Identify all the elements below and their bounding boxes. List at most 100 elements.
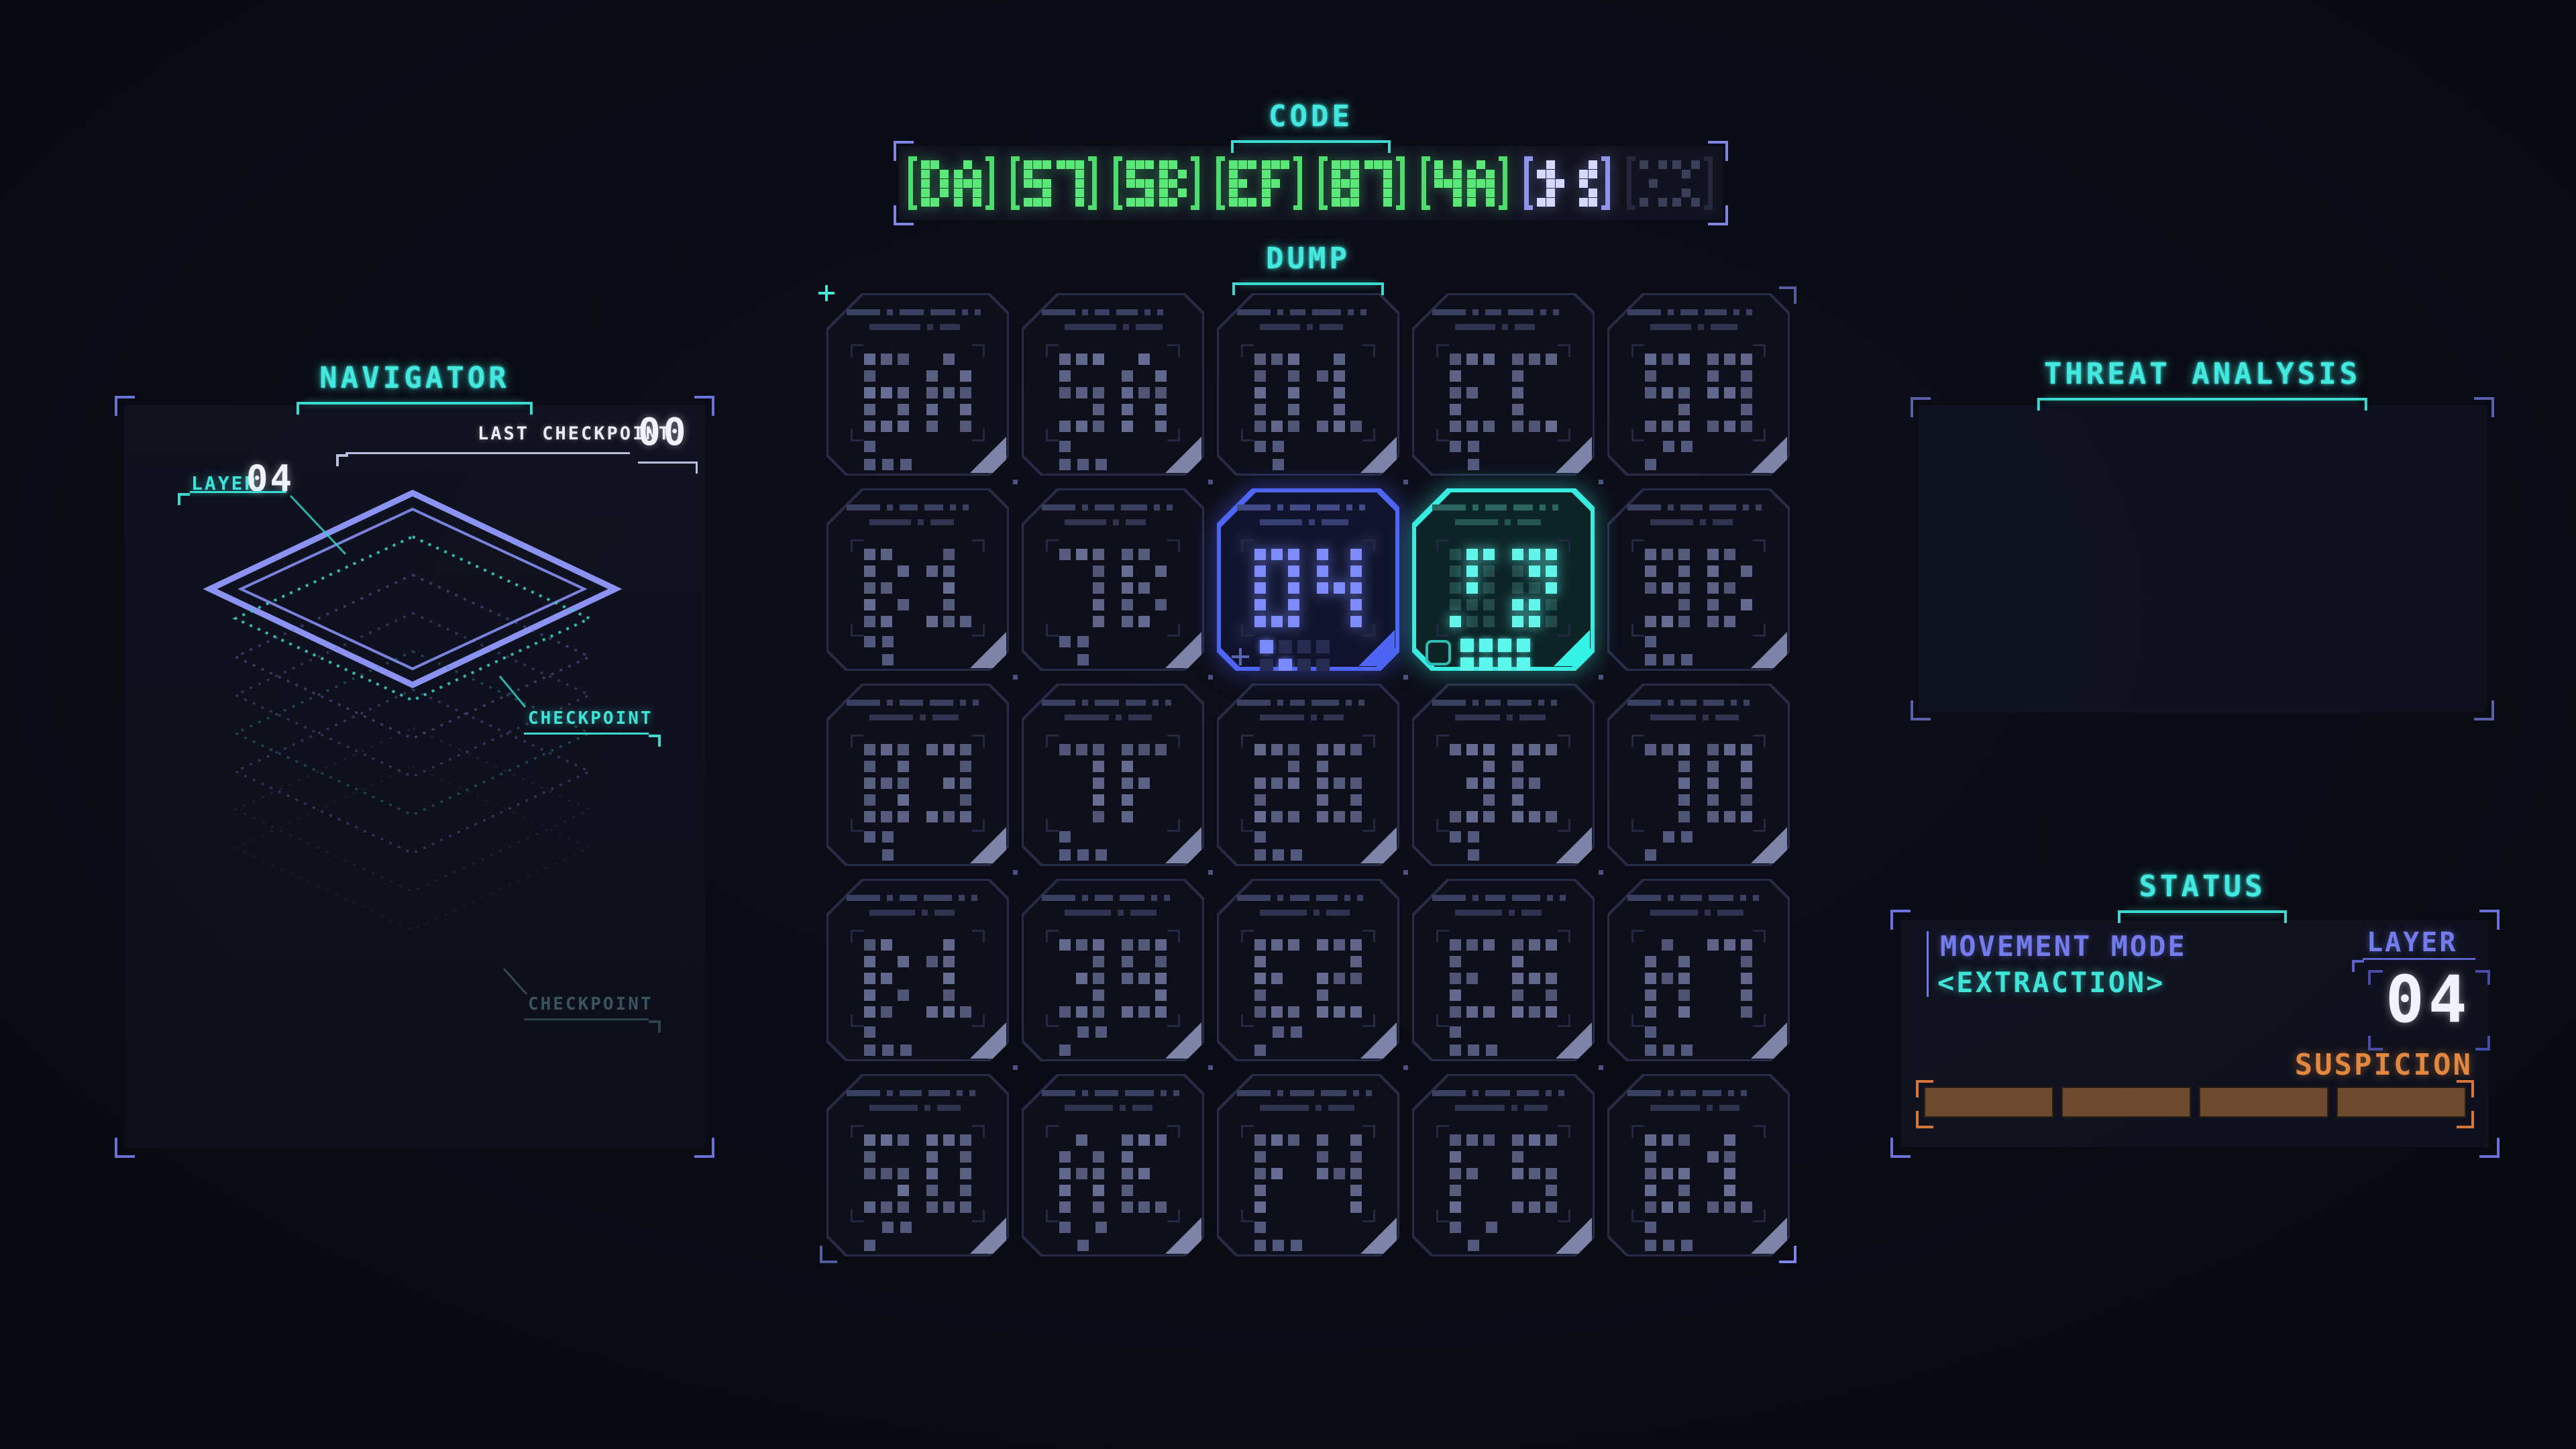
dump-cell-r2c4[interactable] [1607, 684, 1790, 866]
glyph-char-left [1059, 1134, 1104, 1213]
value-corner-br [972, 624, 985, 637]
dump-cell-r1c0[interactable] [826, 488, 1009, 671]
cell-header-deco-2 [1650, 519, 1733, 525]
cell-header-deco-1 [847, 309, 981, 315]
cell-header-deco-1 [847, 895, 977, 901]
status-layer-label: LAYER [2367, 927, 2458, 958]
dump-cell-r3c0[interactable] [826, 879, 1009, 1061]
dump-cell-r2c3[interactable] [1412, 684, 1595, 866]
dump-cell-r0c0[interactable] [826, 293, 1009, 476]
checkpoint-2-underline [524, 1018, 649, 1020]
dump-cell-wrap [1412, 1074, 1595, 1256]
glyph-char-left [1645, 744, 1690, 822]
dump-cell-r4c4[interactable] [1607, 1074, 1790, 1256]
cell-value [1254, 744, 1362, 822]
cell-value-area [1450, 1134, 1557, 1213]
cell-header-deco-1 [847, 700, 979, 706]
code-byte [1024, 160, 1084, 207]
cell-footer-deco [1450, 441, 1515, 470]
glyph-char-left [864, 939, 909, 1018]
cell-value [864, 1134, 971, 1213]
grid-intersection-dot [1403, 870, 1408, 875]
glyph-char-right [1707, 939, 1752, 1018]
glyph-char-right [1122, 744, 1167, 822]
cell-value-area [1254, 1134, 1362, 1213]
dump-cell-r1c2[interactable] [1217, 488, 1399, 671]
dump-cell-r2c2[interactable] [1217, 684, 1399, 866]
cell-value-area [1645, 744, 1752, 822]
movement-mode-bar [1927, 931, 1929, 997]
value-corner-tl [1631, 1125, 1644, 1138]
dump-cell-fill [1414, 686, 1593, 864]
dump-cell-r1c1[interactable] [1022, 488, 1204, 671]
navigator-title-text: NAVIGATOR [319, 361, 510, 395]
cell-header-deco-2 [1650, 714, 1739, 720]
glyph-char-right [1317, 549, 1362, 627]
dump-cell-fill [1609, 881, 1788, 1059]
value-corner-bl [1241, 429, 1254, 441]
dump-cell-wrap [1022, 879, 1204, 1061]
value-corner-bl [851, 1210, 863, 1222]
glyph-char-right [1159, 160, 1187, 207]
glyph-char-left [1450, 744, 1495, 822]
nav-layer-hook [178, 493, 190, 505]
cell-value-area [1254, 549, 1362, 627]
glyph-char-left [1645, 1134, 1690, 1213]
dump-cell-r4c3[interactable] [1412, 1074, 1595, 1256]
dump-cell-wrap [826, 1074, 1009, 1256]
value-corner-tl [1436, 930, 1449, 943]
dump-cell-r3c1[interactable] [1022, 879, 1204, 1061]
suspicion-segment-4 [2337, 1087, 2466, 1118]
dump-cell-r0c2[interactable] [1217, 293, 1399, 476]
glyph-char-left [864, 1134, 909, 1213]
value-corner-tr [972, 735, 985, 747]
cell-value [864, 939, 971, 1018]
cell-header-deco-1 [1627, 895, 1759, 901]
dump-cell-r0c1[interactable] [1022, 293, 1204, 476]
dump-cell-r4c0[interactable] [826, 1074, 1009, 1256]
cell-value-area [1645, 354, 1752, 432]
navigator-panel-bg [124, 405, 705, 1148]
cell-value-area [864, 939, 971, 1018]
code-slot-6 [1421, 155, 1507, 211]
dump-cell-r0c3[interactable] [1412, 293, 1595, 476]
dump-cell-r2c0[interactable] [826, 684, 1009, 866]
dump-cell-r1c4[interactable] [1607, 488, 1790, 671]
cell-header-deco-2 [1065, 1105, 1152, 1111]
value-corner-tl [851, 735, 863, 747]
value-corner-br [1558, 1210, 1570, 1222]
glyph-char-right [1570, 160, 1597, 207]
dump-cell-r3c3[interactable] [1412, 879, 1595, 1061]
threat-corner-tl [1911, 397, 1931, 417]
value-corner-tr [1753, 930, 1766, 943]
cell-value-area [864, 1134, 971, 1213]
value-corner-tr [1167, 539, 1180, 552]
dump-cell-r4c1[interactable] [1022, 1074, 1204, 1256]
checkpoint-label-2: CHECKPOINT [528, 994, 653, 1014]
value-corner-bl [1631, 1014, 1644, 1027]
code-bracket-right [1293, 156, 1302, 210]
dump-cell-r0c4[interactable] [1607, 293, 1790, 476]
glyph-char-left [864, 354, 909, 432]
dump-cell-r3c2[interactable] [1217, 879, 1399, 1061]
dump-cell-r3c4[interactable] [1607, 879, 1790, 1061]
value-corner-tr [972, 344, 985, 357]
path-plus-icon [1232, 648, 1249, 665]
glyph-char-right [1364, 160, 1392, 207]
grid-intersection-dot [1599, 1065, 1603, 1070]
layer-diamond-6 [233, 727, 592, 893]
glyph-char-left [1059, 939, 1104, 1018]
glyph-char-right [1122, 1134, 1167, 1213]
glyph-char-right [1707, 354, 1752, 432]
dump-cell-r2c1[interactable] [1022, 684, 1204, 866]
value-corner-tl [1046, 344, 1059, 357]
dump-cell-fill [1024, 881, 1202, 1059]
status-layer-hook [2352, 960, 2364, 972]
value-corner-br [1167, 819, 1180, 832]
dump-cell-r4c2[interactable] [1217, 1074, 1399, 1256]
value-corner-br [972, 1210, 985, 1222]
value-corner-tr [972, 1125, 985, 1138]
navigator-corner-br [694, 1138, 714, 1158]
dump-cell-r1c3[interactable] [1412, 488, 1595, 671]
